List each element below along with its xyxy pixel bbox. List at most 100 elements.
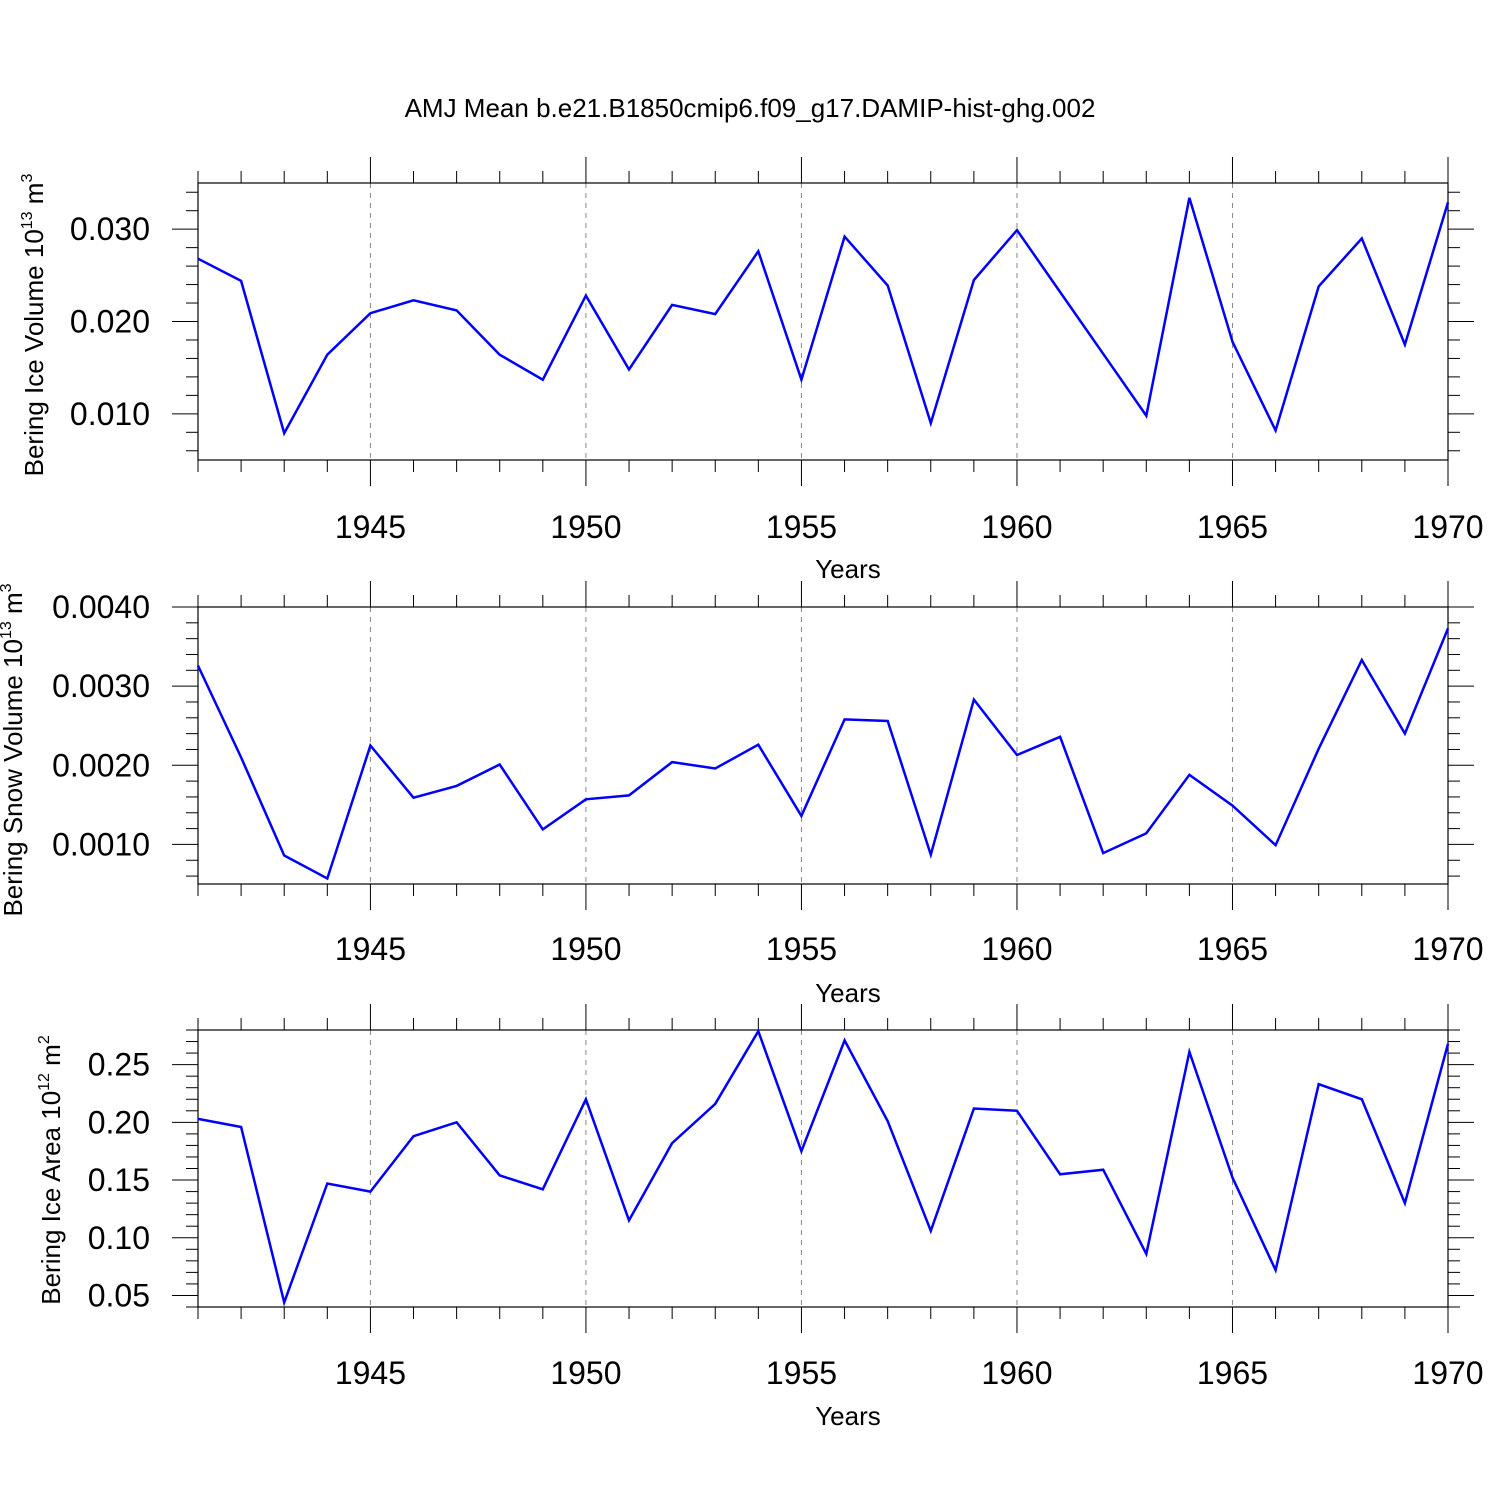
- data-point: [1317, 1082, 1321, 1086]
- data-point: [756, 1029, 760, 1033]
- data-point: [368, 1190, 372, 1194]
- y-tick-label: 0.25: [88, 1047, 150, 1083]
- data-point: [1446, 1042, 1450, 1046]
- data-point: [412, 1134, 416, 1138]
- data-point: [843, 1038, 847, 1042]
- data-point: [368, 744, 372, 748]
- x-axis-label: Years: [815, 978, 881, 1008]
- data-point: [1360, 236, 1364, 240]
- data-point: [1144, 1252, 1148, 1256]
- data-point: [1144, 831, 1148, 835]
- data-point: [412, 298, 416, 302]
- data-point: [368, 311, 372, 315]
- data-point: [886, 283, 890, 287]
- x-tick-label: 1955: [766, 1355, 837, 1391]
- data-point: [1187, 773, 1191, 777]
- data-point: [1317, 747, 1321, 751]
- y-tick-label: 0.15: [88, 1162, 150, 1198]
- x-tick-label: 1970: [1412, 1355, 1483, 1391]
- data-point: [1187, 196, 1191, 200]
- data-point: [1274, 1268, 1278, 1272]
- data-point: [627, 1218, 631, 1222]
- data-point: [756, 743, 760, 747]
- data-point: [282, 1300, 286, 1304]
- x-axis-label: Years: [815, 554, 881, 584]
- data-point: [713, 1102, 717, 1106]
- data-point: [325, 876, 329, 880]
- data-point: [1230, 804, 1234, 808]
- data-point: [239, 279, 243, 283]
- data-point: [282, 431, 286, 435]
- data-point: [1015, 228, 1019, 232]
- panels: 0.010 0.020 0.030 1945 1950 1955 1960 1965 1970 Y…: [0, 157, 1484, 1431]
- x-tick-label: 1945: [335, 1355, 406, 1391]
- x-tick-label: 1945: [335, 509, 406, 545]
- panel-snow-volume: 0.0010 0.0020 0.0030 0.0040 1945 1950 1955 1960…: [0, 581, 1484, 1008]
- y-tick-label: 0.20: [88, 1104, 150, 1140]
- y-tick-label: 0.0010: [52, 826, 150, 862]
- data-point: [412, 796, 416, 800]
- plot-frame: [197, 1029, 1449, 1308]
- x-tick-label: 1950: [550, 1355, 621, 1391]
- data-point: [325, 353, 329, 357]
- plot-frame: [197, 182, 1449, 461]
- data-point: [886, 1119, 890, 1123]
- y-tick-label: 0.10: [88, 1220, 150, 1256]
- data-point: [972, 278, 976, 282]
- data-point: [799, 378, 803, 382]
- data-point: [584, 1097, 588, 1101]
- data-point: [584, 797, 588, 801]
- data-point: [455, 1120, 459, 1124]
- data-point: [972, 698, 976, 702]
- x-tick-label: 1965: [1197, 1355, 1268, 1391]
- plot-frame: [197, 606, 1449, 885]
- data-point: [1101, 352, 1105, 356]
- data-point: [455, 784, 459, 788]
- data-point: [498, 353, 502, 357]
- data-point: [1403, 732, 1407, 736]
- data-point: [1360, 1097, 1364, 1101]
- data-point: [196, 1117, 200, 1121]
- data-point: [1230, 1176, 1234, 1180]
- data-point: [541, 1187, 545, 1191]
- data-point: [929, 1229, 933, 1233]
- data-point: [1101, 1168, 1105, 1172]
- data-point: [1015, 753, 1019, 757]
- y-tick-label: 0.0030: [52, 668, 150, 704]
- data-point: [1058, 290, 1062, 294]
- figure-title: AMJ Mean b.e21.B1850cmip6.f09_g17.DAMIP-…: [405, 93, 1096, 123]
- data-point: [196, 257, 200, 261]
- series-line-snow-volume: [196, 627, 1450, 881]
- data-point: [670, 760, 674, 764]
- x-tick-label: 1960: [981, 931, 1052, 967]
- x-tick-label: 1955: [766, 509, 837, 545]
- data-point: [1015, 1109, 1019, 1113]
- data-point: [325, 1182, 329, 1186]
- data-point: [239, 1125, 243, 1129]
- data-point: [541, 827, 545, 831]
- x-tick-label: 1960: [981, 509, 1052, 545]
- y-tick-label: 0.05: [88, 1277, 150, 1313]
- y-axis-label: Bering Snow Volume 1013 m3: [0, 583, 28, 916]
- data-point: [196, 664, 200, 668]
- x-tick-label: 1970: [1412, 931, 1483, 967]
- data-point: [584, 294, 588, 298]
- data-point: [713, 766, 717, 770]
- data-point: [541, 378, 545, 382]
- panel-ice-volume: 0.010 0.020 0.030 1945 1950 1955 1960 1965 1970 Y…: [19, 157, 1484, 584]
- y-axis-label: Bering Ice Area 1012 m2: [36, 1035, 66, 1305]
- data-point: [1058, 1172, 1062, 1176]
- data-point: [498, 1173, 502, 1177]
- data-point: [843, 717, 847, 721]
- data-point: [627, 368, 631, 372]
- data-point: [1446, 200, 1450, 204]
- data-point: [1144, 414, 1148, 418]
- data-point: [239, 755, 243, 759]
- x-tick-label: 1960: [981, 1355, 1052, 1391]
- data-point: [1187, 1050, 1191, 1054]
- x-tick-label: 1950: [550, 509, 621, 545]
- data-point: [1403, 343, 1407, 347]
- data-point: [498, 762, 502, 766]
- x-tick-label: 1965: [1197, 931, 1268, 967]
